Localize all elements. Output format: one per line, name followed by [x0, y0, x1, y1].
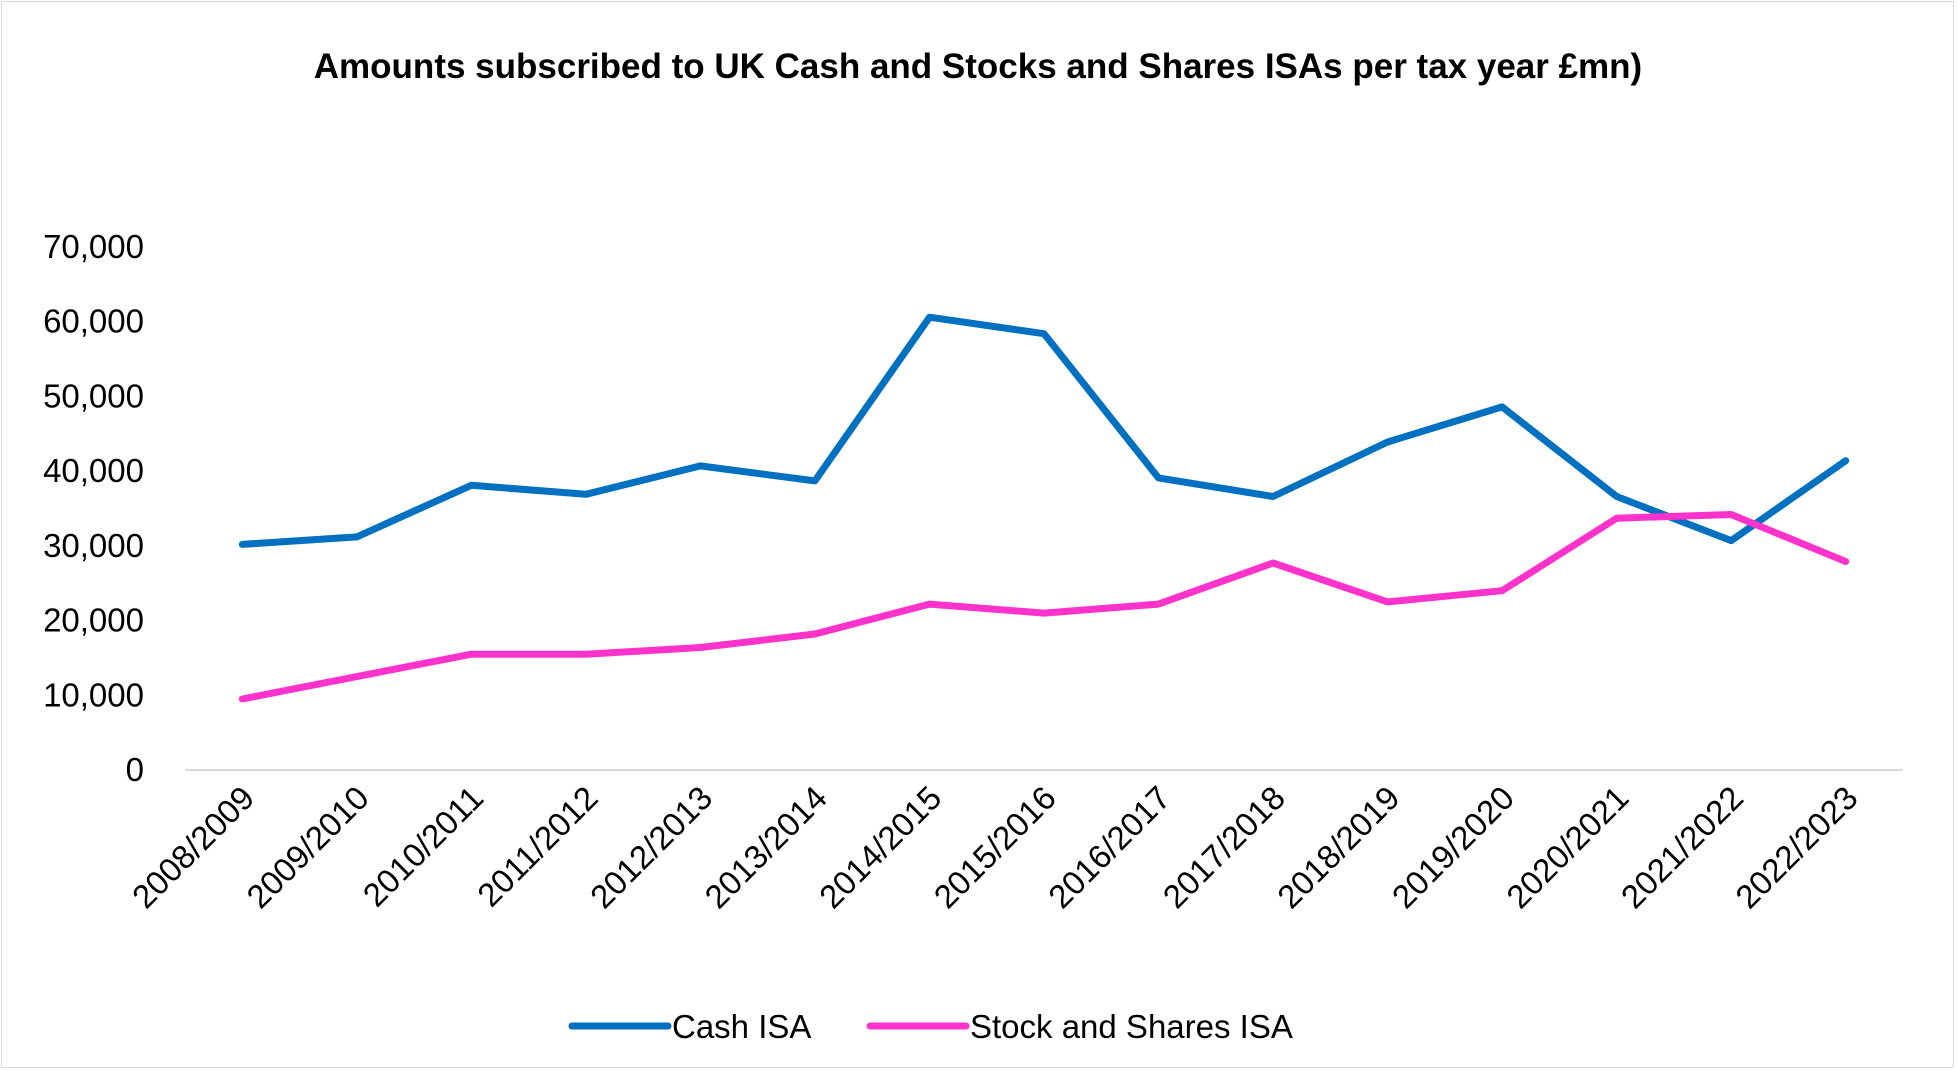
x-tick-label: 2016/2017 [1041, 779, 1177, 915]
x-tick-label: 2008/2009 [125, 779, 261, 915]
y-tick-label: 30,000 [43, 527, 144, 564]
x-tick-label: 2017/2018 [1156, 779, 1292, 915]
y-tick-label: 60,000 [43, 303, 144, 340]
x-tick-label: 2015/2016 [926, 779, 1062, 915]
x-tick-label: 2019/2020 [1385, 779, 1521, 915]
y-tick-label: 0 [126, 751, 144, 788]
series-line-0 [238, 313, 1850, 548]
x-tick-label: 2012/2013 [583, 779, 719, 915]
legend-label-1: Stock and Shares ISA [970, 1008, 1293, 1045]
legend-label-0: Cash ISA [672, 1008, 811, 1045]
y-tick-label: 10,000 [43, 676, 144, 713]
series-line-1 [238, 511, 1850, 703]
y-tick-label: 70,000 [43, 228, 144, 265]
chart-title: Amounts subscribed to UK Cash and Stocks… [314, 47, 1642, 86]
x-tick-label: 2011/2012 [470, 779, 605, 914]
y-tick-label: 20,000 [43, 602, 144, 639]
x-tick-label: 2018/2019 [1270, 779, 1406, 915]
x-tick-label: 2022/2023 [1728, 779, 1864, 915]
x-tick-label: 2020/2021 [1499, 779, 1635, 915]
x-tick-label: 2021/2022 [1614, 779, 1750, 915]
x-tick-label: 2010/2011 [356, 779, 491, 914]
x-tick-label: 2009/2010 [239, 779, 375, 915]
x-tick-label: 2014/2015 [812, 779, 948, 915]
y-tick-label: 50,000 [43, 377, 144, 414]
y-tick-label: 40,000 [43, 452, 144, 489]
x-tick-label: 2013/2014 [697, 779, 833, 915]
